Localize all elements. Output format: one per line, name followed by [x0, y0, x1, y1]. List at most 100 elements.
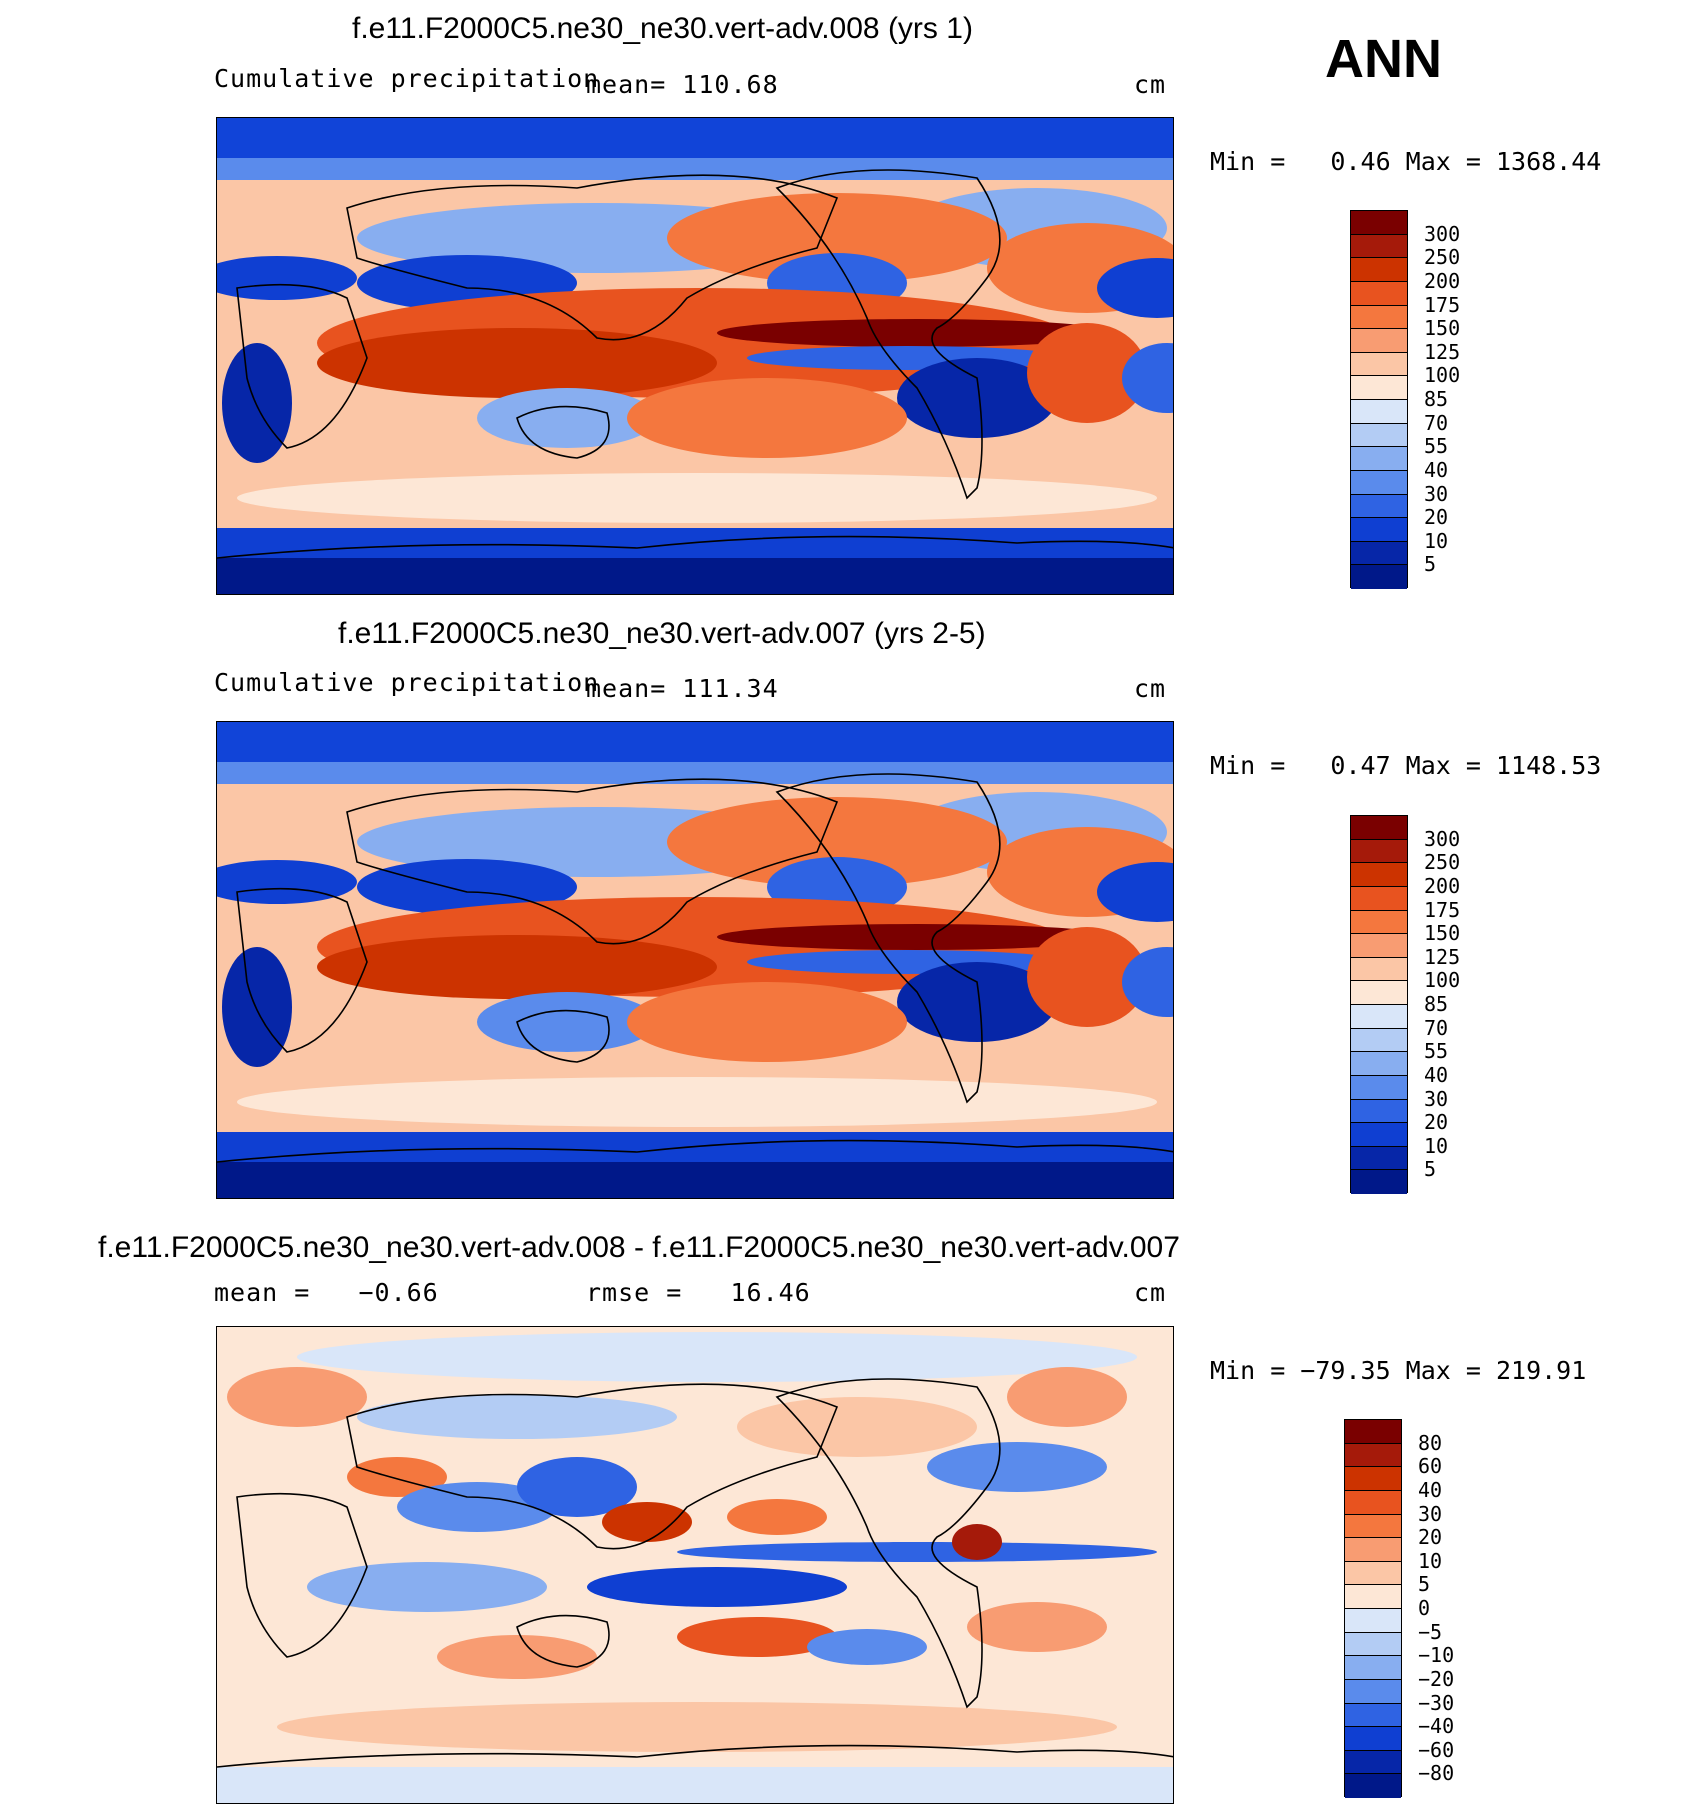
colorbar-segment	[1351, 1123, 1407, 1147]
colorbar-tick-label: −20	[1418, 1666, 1455, 1691]
colorbar-tick-label: 10	[1424, 528, 1449, 553]
colorbar-segment	[1351, 494, 1407, 519]
precip-field-map	[217, 722, 1173, 1198]
colorbar-segment	[1351, 258, 1407, 282]
colorbar-tick-label: 40	[1418, 1477, 1443, 1502]
colorbar-segment	[1351, 839, 1407, 864]
colorbar-tick-label: 100	[1424, 968, 1461, 993]
colorbar-segment	[1351, 1005, 1407, 1029]
season-label: ANN	[1325, 29, 1442, 89]
panel-3-center-label: rmse = 16.46	[586, 1278, 811, 1307]
colorbar-segment	[1351, 1170, 1407, 1194]
colorbar-segment	[1351, 447, 1407, 471]
colorbar-tick-label: 10	[1418, 1548, 1443, 1573]
colorbar-tick-label: 0	[1418, 1596, 1431, 1620]
colorbar-tick-label: 55	[1424, 434, 1449, 459]
colorbar-segment	[1351, 211, 1407, 235]
colorbar-segment	[1345, 1490, 1401, 1515]
colorbar-tick-label: 175	[1424, 897, 1461, 922]
panel-3-colorbar-ticks: 80 60 40 30 20 10 5 0 −5 −10 −20 −30 −40 −60 −80	[1418, 1419, 1488, 1797]
colorbar-tick-label: 5	[1424, 1157, 1437, 1182]
colorbar-tick-label: 300	[1424, 221, 1461, 246]
colorbar-segment	[1345, 1561, 1401, 1586]
colorbar-tick-label: 30	[1424, 1086, 1449, 1111]
colorbar-segment	[1351, 400, 1407, 424]
colorbar-tick-label: 60	[1418, 1454, 1443, 1479]
colorbar-segment	[1351, 957, 1407, 982]
colorbar-segment	[1351, 470, 1407, 495]
colorbar-segment	[1351, 886, 1407, 911]
colorbar-tick-label: 70	[1424, 1015, 1449, 1040]
colorbar-segment	[1345, 1443, 1401, 1468]
colorbar-segment	[1345, 1727, 1401, 1751]
colorbar-segment	[1345, 1420, 1401, 1444]
panel-1-title: f.e11.F2000C5.ne30_ne30.vert-adv.008 (yr…	[352, 12, 973, 45]
colorbar-tick-label: 100	[1424, 363, 1461, 388]
colorbar-tick-label: 5	[1424, 552, 1437, 577]
difference-field-map	[217, 1327, 1173, 1803]
colorbar-segment	[1351, 541, 1407, 566]
colorbar-segment	[1351, 376, 1407, 400]
panel-2-center-label: mean= 111.34	[586, 674, 779, 703]
colorbar-tick-label: 20	[1418, 1525, 1443, 1550]
colorbar-segment	[1345, 1679, 1401, 1704]
colorbar-segment	[1351, 816, 1407, 840]
panel-3-colorbar	[1344, 1419, 1402, 1798]
colorbar-tick-label: 150	[1424, 921, 1461, 946]
colorbar-tick-label: 200	[1424, 873, 1461, 898]
colorbar-segment	[1345, 1750, 1401, 1775]
panel-3-left-label: mean = −0.66	[214, 1278, 439, 1307]
panel-1-minmax: Min = 0.46 Max = 1368.44	[1210, 147, 1602, 176]
panel-2-units: cm	[1134, 674, 1167, 703]
colorbar-tick-label: −5	[1418, 1619, 1443, 1644]
panel-3-minmax: Min = −79.35 Max = 219.91	[1210, 1356, 1587, 1385]
panel-3-units: cm	[1134, 1278, 1167, 1307]
panel-3-title: f.e11.F2000C5.ne30_ne30.vert-adv.008 - f…	[98, 1231, 1180, 1264]
colorbar-tick-label: 125	[1424, 339, 1461, 364]
colorbar-tick-label: 300	[1424, 826, 1461, 851]
colorbar-tick-label: 150	[1424, 316, 1461, 341]
colorbar-segment	[1351, 910, 1407, 935]
colorbar-segment	[1351, 981, 1407, 1005]
colorbar-segment	[1351, 423, 1407, 448]
colorbar-segment	[1345, 1609, 1401, 1633]
colorbar-segment	[1345, 1467, 1401, 1491]
panel-1-map	[216, 117, 1174, 595]
colorbar-tick-label: 250	[1424, 850, 1461, 875]
colorbar-segment	[1345, 1585, 1401, 1609]
colorbar-tick-label: 30	[1418, 1501, 1443, 1526]
panel-2-left-label: Cumulative precipitation	[214, 668, 600, 697]
colorbar-tick-label: −60	[1418, 1737, 1455, 1762]
colorbar-tick-label: 70	[1424, 410, 1449, 435]
colorbar-segment	[1345, 1774, 1401, 1798]
colorbar-tick-label: 125	[1424, 944, 1461, 969]
colorbar-segment	[1351, 1146, 1407, 1171]
panel-2-map	[216, 721, 1174, 1199]
colorbar-tick-label: −40	[1418, 1714, 1455, 1739]
colorbar-segment	[1345, 1514, 1401, 1539]
colorbar-segment	[1345, 1656, 1401, 1680]
colorbar-segment	[1351, 565, 1407, 589]
panel-1-colorbar-ticks: 300 250 200 175 150 125 100 85 70 55 40 30 20 10 5	[1424, 210, 1484, 588]
colorbar-segment	[1345, 1632, 1401, 1657]
panel-2-colorbar	[1350, 815, 1408, 1194]
panel-2-title: f.e11.F2000C5.ne30_ne30.vert-adv.007 (yr…	[338, 617, 986, 650]
colorbar-segment	[1351, 329, 1407, 353]
colorbar-tick-label: 40	[1424, 457, 1449, 482]
colorbar-tick-label: 40	[1424, 1062, 1449, 1087]
colorbar-segment	[1351, 1028, 1407, 1053]
colorbar-tick-label: −80	[1418, 1761, 1455, 1786]
colorbar-tick-label: −10	[1418, 1643, 1455, 1668]
colorbar-segment	[1351, 863, 1407, 887]
panel-1-left-label: Cumulative precipitation	[214, 64, 600, 93]
colorbar-segment	[1351, 234, 1407, 259]
colorbar-tick-label: 85	[1424, 992, 1449, 1016]
colorbar-tick-label: 80	[1418, 1430, 1443, 1455]
precip-field-map	[217, 118, 1173, 594]
colorbar-segment	[1351, 1052, 1407, 1076]
colorbar-tick-label: 20	[1424, 505, 1449, 530]
colorbar-tick-label: 250	[1424, 245, 1461, 270]
colorbar-tick-label: 85	[1424, 387, 1449, 411]
colorbar-tick-label: 20	[1424, 1110, 1449, 1135]
panel-2-minmax: Min = 0.47 Max = 1148.53	[1210, 751, 1602, 780]
